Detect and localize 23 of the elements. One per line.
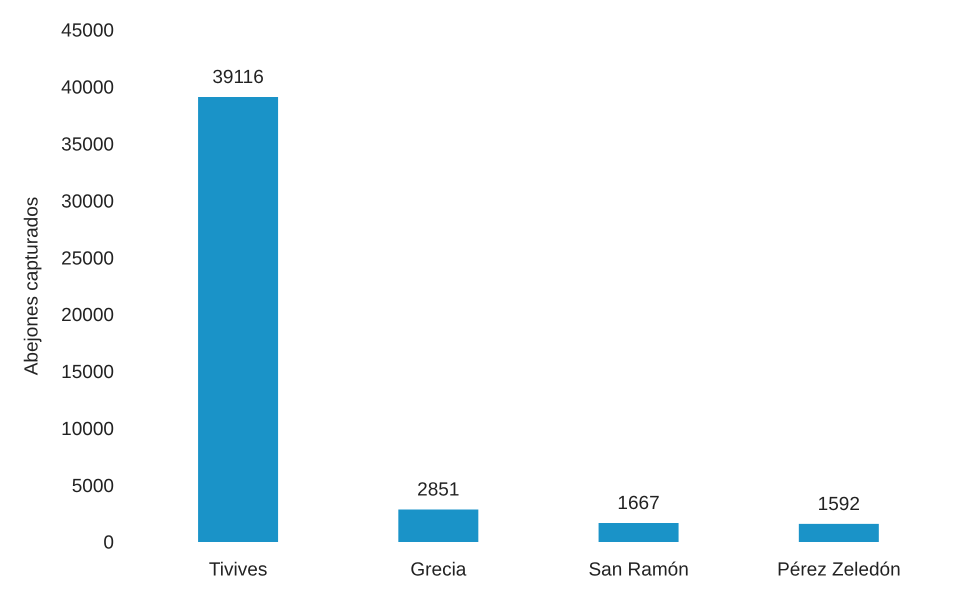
data-label: 2851 [417, 480, 460, 501]
y-tick-label: 0 [103, 532, 114, 554]
y-tick-label: 10000 [61, 418, 114, 440]
bar [398, 510, 478, 542]
data-label: 39116 [212, 66, 264, 88]
y-tick-label: 40000 [61, 78, 114, 99]
x-tick-label: Tivives [208, 559, 268, 580]
y-tick-label: 35000 [61, 134, 114, 156]
x-tick-label: Pérez Zeledón [777, 559, 901, 580]
y-axis-title: Abejones capturados [22, 196, 43, 376]
bar [198, 96, 278, 542]
y-tick-label: 45000 [61, 20, 114, 42]
x-tick-label: San Ramón [588, 559, 689, 580]
bar [798, 524, 879, 542]
data-label: 1592 [818, 494, 860, 515]
x-tick-label: Grecia [410, 559, 467, 580]
y-tick-label: 25000 [61, 248, 114, 270]
y-tick-label: 30000 [61, 191, 114, 212]
y-tick-label: 5000 [72, 476, 114, 497]
y-tick-label: 20000 [61, 305, 114, 326]
data-label: 1667 [617, 493, 660, 514]
bar [598, 523, 679, 542]
y-tick-label: 15000 [61, 362, 114, 384]
